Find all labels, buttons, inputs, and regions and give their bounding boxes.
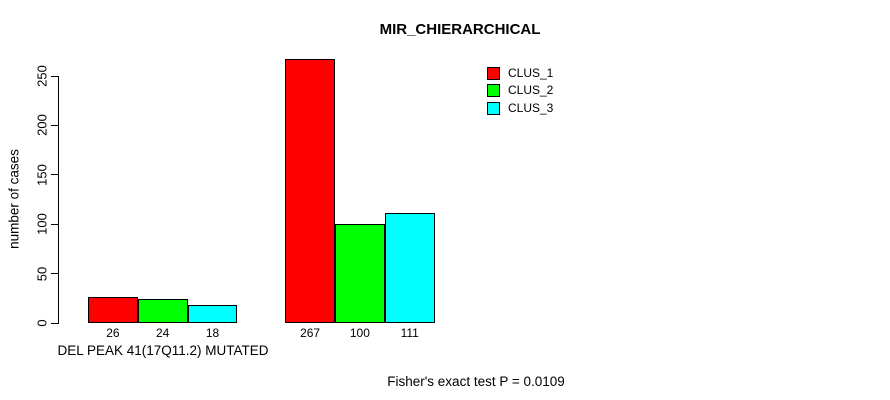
legend-label-clus_1: CLUS_1 — [508, 65, 554, 80]
y-axis-tick-label: 250 — [34, 65, 50, 87]
legend-label-clus_2: CLUS_2 — [508, 83, 554, 97]
bar-clus_2-group2 — [335, 223, 385, 324]
y-axis-tick — [50, 174, 58, 176]
y-axis-tick — [50, 273, 58, 275]
bar-clus_1-group1 — [88, 296, 138, 324]
legend-swatch-clus_1 — [487, 66, 500, 80]
bar-clus_3-group1 — [187, 304, 238, 324]
y-axis-tick — [50, 75, 58, 77]
y-axis-tick-label: 200 — [34, 114, 50, 137]
y-axis-tick-label: 0 — [34, 319, 50, 327]
y-axis-line — [57, 75, 59, 324]
y-axis-tick — [50, 124, 58, 126]
bar-value-label: 111 — [400, 325, 419, 340]
legend-swatch-clus_3 — [487, 101, 500, 115]
bar-value-label: 24 — [156, 325, 170, 340]
bar-value-label: 100 — [349, 325, 370, 340]
bar-value-label: 26 — [106, 325, 120, 340]
y-axis-tick — [50, 223, 58, 225]
y-axis-title: number of cases — [6, 149, 22, 249]
bar-clus_1-group2 — [285, 58, 335, 324]
bar-value-label: 267 — [300, 325, 321, 340]
x-category-label: DEL PEAK 41(17Q11.2) MUTATED — [57, 343, 269, 358]
bar-value-label: 18 — [205, 325, 220, 340]
y-axis-tick-label: 100 — [34, 213, 50, 236]
y-axis-tick — [50, 322, 58, 324]
y-axis-tick-label: 50 — [34, 266, 50, 281]
annotation-text: Fisher's exact test P = 0.0109 — [387, 374, 565, 389]
y-axis-tick-label: 150 — [34, 163, 50, 186]
bar-clus_3-group2 — [384, 212, 435, 324]
legend-label-clus_3: CLUS_3 — [508, 100, 554, 115]
chart-title: MIR_CHIERARCHICAL — [379, 21, 541, 38]
legend-swatch-clus_2 — [487, 84, 500, 97]
bar-clus_2-group1 — [137, 298, 188, 324]
